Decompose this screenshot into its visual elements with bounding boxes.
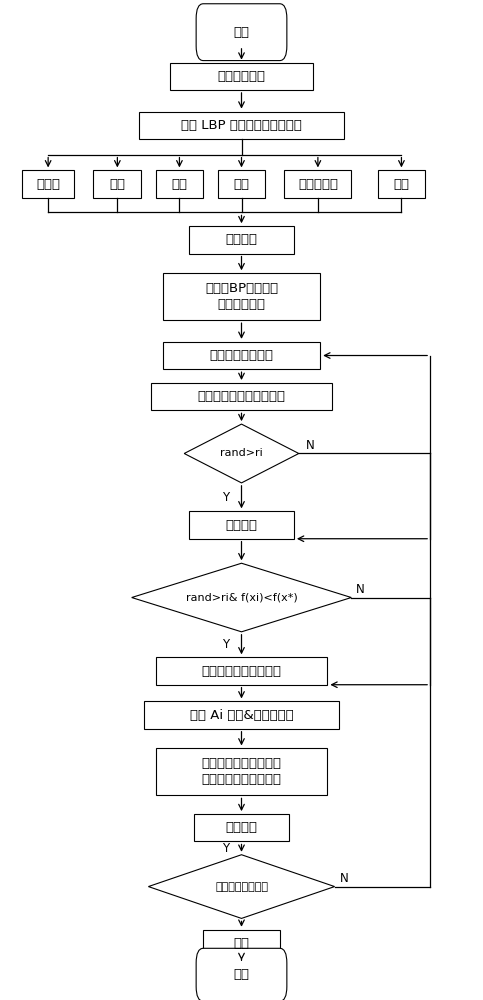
- FancyBboxPatch shape: [156, 170, 203, 198]
- Text: 蝙蝠移动到计算出的位置: 蝙蝠移动到计算出的位置: [198, 390, 285, 403]
- FancyBboxPatch shape: [170, 63, 313, 90]
- Text: 结束: 结束: [233, 968, 250, 981]
- FancyBboxPatch shape: [196, 948, 287, 1000]
- Text: 开裂: 开裂: [171, 178, 187, 191]
- FancyBboxPatch shape: [156, 657, 327, 685]
- FancyBboxPatch shape: [196, 4, 287, 61]
- Text: N: N: [340, 872, 348, 885]
- FancyBboxPatch shape: [151, 383, 332, 410]
- Text: 点蚀: 点蚀: [233, 178, 250, 191]
- Polygon shape: [132, 563, 351, 632]
- Text: Y: Y: [223, 638, 229, 651]
- Text: Y: Y: [223, 842, 229, 855]
- Text: 初始化BP网络和蝙
蝠算法的参数: 初始化BP网络和蝙 蝠算法的参数: [205, 282, 278, 311]
- FancyBboxPatch shape: [156, 748, 327, 795]
- Text: 是否达到终止条件: 是否达到终止条件: [215, 882, 268, 892]
- Text: Y: Y: [223, 491, 229, 504]
- Text: N: N: [306, 439, 315, 452]
- Text: rand>ri& f(xi)<f(x*): rand>ri& f(xi)<f(x*): [185, 593, 298, 603]
- FancyBboxPatch shape: [189, 511, 294, 539]
- FancyBboxPatch shape: [378, 170, 426, 198]
- FancyBboxPatch shape: [194, 814, 289, 841]
- Polygon shape: [148, 855, 335, 918]
- Text: 本地搜索: 本地搜索: [226, 519, 257, 532]
- FancyBboxPatch shape: [203, 930, 280, 957]
- Text: 采用 LBP 算法对图像进行降维: 采用 LBP 算法对图像进行降维: [181, 119, 302, 132]
- FancyBboxPatch shape: [163, 342, 320, 369]
- Text: 获取原始图像: 获取原始图像: [217, 70, 266, 83]
- Polygon shape: [184, 424, 299, 483]
- Text: 蝙蝠转移到一个新地点: 蝙蝠转移到一个新地点: [201, 665, 282, 678]
- FancyBboxPatch shape: [139, 112, 344, 139]
- FancyBboxPatch shape: [218, 170, 265, 198]
- Text: 获取蝙蝠的最佳位置，
给网络权值和阈值赋值: 获取蝙蝠的最佳位置， 给网络权值和阈值赋值: [201, 757, 282, 786]
- Text: rand>ri: rand>ri: [220, 448, 263, 458]
- FancyBboxPatch shape: [189, 226, 294, 254]
- Text: 轧制氧化皮: 轧制氧化皮: [298, 178, 338, 191]
- FancyBboxPatch shape: [143, 701, 340, 729]
- FancyBboxPatch shape: [163, 273, 320, 320]
- Text: 开始: 开始: [233, 26, 250, 39]
- Text: 划痕: 划痕: [394, 178, 410, 191]
- Text: 特征向量: 特征向量: [226, 233, 257, 246]
- FancyBboxPatch shape: [94, 170, 141, 198]
- Text: N: N: [356, 583, 365, 596]
- Text: 降低 Ai 响度&增加脉冲率: 降低 Ai 响度&增加脉冲率: [190, 709, 293, 722]
- Text: 训练网络: 训练网络: [226, 821, 257, 834]
- FancyBboxPatch shape: [284, 170, 351, 198]
- Text: 内含物: 内含物: [36, 178, 60, 191]
- Text: 斑块: 斑块: [109, 178, 126, 191]
- Text: 计算权重体验因子: 计算权重体验因子: [210, 349, 273, 362]
- Text: 输出: 输出: [233, 937, 250, 950]
- FancyBboxPatch shape: [22, 170, 74, 198]
